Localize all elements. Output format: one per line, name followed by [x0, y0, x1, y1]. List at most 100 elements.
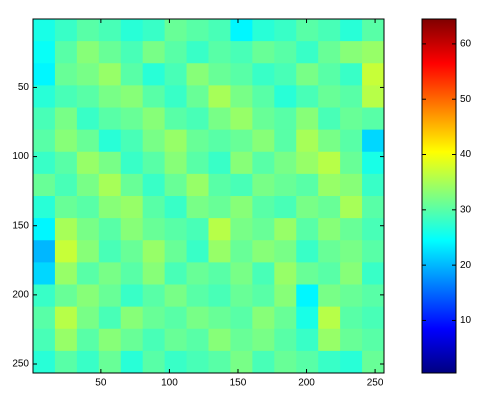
heatmap-cell [362, 306, 385, 330]
y-tick-label: 50 [18, 82, 30, 93]
heatmap-cell [274, 85, 297, 108]
heatmap-cell [186, 218, 209, 241]
heatmap-cell [362, 350, 385, 374]
heatmap-cell [340, 107, 363, 131]
heatmap-cell [296, 19, 319, 42]
heatmap-cell [142, 85, 166, 108]
heatmap-cell [340, 328, 363, 352]
heatmap-cell [318, 262, 341, 285]
heatmap-cell [296, 129, 319, 153]
heatmap-cell [186, 284, 209, 308]
heatmap-cell [142, 196, 166, 219]
heatmap-cell [164, 240, 188, 263]
heatmap-cell [230, 85, 253, 108]
heatmap-cell [54, 173, 78, 197]
heatmap-cell [142, 173, 166, 197]
y-tick-label: 250 [12, 359, 29, 370]
heatmap-cell [340, 173, 363, 197]
heatmap-cell [164, 129, 188, 153]
heatmap-cell [274, 151, 297, 175]
heatmap-cell [98, 85, 122, 108]
heatmap-cell [76, 262, 100, 285]
heatmap-cell [142, 284, 166, 308]
heatmap-cell [252, 129, 275, 153]
heatmap-cell [274, 284, 297, 308]
heatmap-cell [318, 196, 341, 219]
heatmap-cell [208, 284, 231, 308]
heatmap-cell [76, 328, 100, 352]
heatmap-cell [98, 19, 122, 42]
heatmap-cell [76, 306, 100, 330]
y-tick-label: 150 [12, 220, 29, 231]
heatmap-cell [318, 218, 341, 241]
heatmap-cell [76, 41, 100, 64]
heatmap-cell [164, 306, 188, 330]
heatmap-cell [274, 218, 297, 241]
heatmap-cell [186, 240, 209, 263]
heatmap-cell [142, 218, 166, 241]
heatmap-cell [33, 328, 56, 352]
heatmap-cell [340, 19, 363, 42]
heatmap-cell [76, 240, 100, 263]
colorbar-tick-label: 30 [460, 204, 472, 215]
heatmap-cell [340, 306, 363, 330]
y-tick-label: 100 [12, 151, 29, 162]
heatmap-cell [252, 107, 275, 131]
heatmap-cell [296, 262, 319, 285]
heatmap-cell [33, 129, 56, 153]
heatmap-cell [164, 284, 188, 308]
heatmap-cell [33, 306, 56, 330]
heatmap-cell [362, 151, 385, 175]
heatmap-cell [340, 196, 363, 219]
heatmap-cell [208, 129, 231, 153]
heatmap-cell [362, 218, 385, 241]
heatmap-cell [230, 218, 253, 241]
heatmap-cell [142, 19, 166, 42]
heatmap-cell [142, 63, 166, 86]
heatmap-cell [208, 240, 231, 263]
heatmap-cell [76, 350, 100, 374]
heatmap-cell [296, 284, 319, 308]
heatmap-cell [362, 240, 385, 263]
heatmap-cell [98, 284, 122, 308]
heatmap-cell [252, 240, 275, 263]
heatmap-cell [186, 85, 209, 108]
heatmap-cell [362, 85, 385, 108]
heatmap-cell [76, 129, 100, 153]
x-tick-label: 100 [161, 378, 178, 389]
heatmap-cell [164, 328, 188, 352]
heatmap-cell [318, 107, 341, 131]
heatmap-cell [54, 218, 78, 241]
heatmap-cell [98, 173, 122, 197]
heatmap-cell [230, 328, 253, 352]
heatmap-cell [208, 151, 231, 175]
heatmap-cell [230, 63, 253, 86]
heatmap-cell [33, 151, 56, 175]
heatmap-cell [186, 63, 209, 86]
heatmap-cell [208, 173, 231, 197]
heatmap-cell [252, 85, 275, 108]
heatmap-cell [296, 151, 319, 175]
heatmap-cell [186, 350, 209, 374]
heatmap-cell [296, 328, 319, 352]
colorbar [421, 18, 457, 374]
heatmap-cell [186, 262, 209, 285]
heatmap-cell [33, 350, 56, 374]
heatmap-cell [230, 196, 253, 219]
heatmap-cell [33, 218, 56, 241]
heatmap-cell [142, 107, 166, 131]
heatmap-cell [120, 196, 144, 219]
heatmap-cell [296, 107, 319, 131]
heatmap-cell [186, 196, 209, 219]
heatmap-cell [186, 328, 209, 352]
heatmap-cell [98, 196, 122, 219]
heatmap-cell [318, 151, 341, 175]
heatmap-cell [208, 328, 231, 352]
heatmap-cell [296, 218, 319, 241]
heatmap-cell [98, 41, 122, 64]
heatmap-cell [186, 107, 209, 131]
heatmap-cell [164, 196, 188, 219]
heatmap-cell [120, 41, 144, 64]
heatmap-cell [362, 262, 385, 285]
heatmap-cell [274, 41, 297, 64]
